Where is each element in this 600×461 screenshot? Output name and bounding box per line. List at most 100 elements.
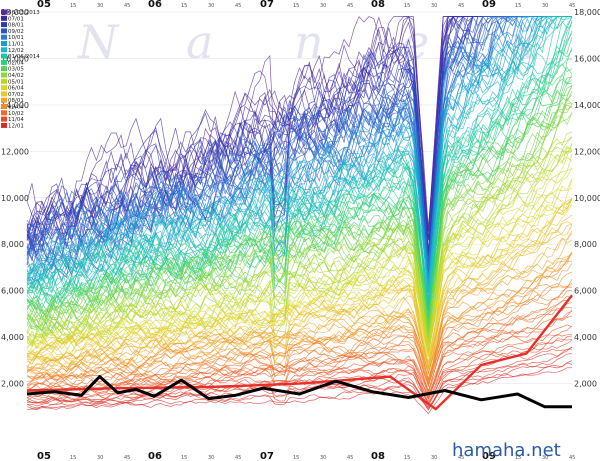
daily-series-line xyxy=(26,75,573,324)
bold-red-series-line xyxy=(26,294,573,411)
y-tick-label-left: 6,000 xyxy=(1,287,24,296)
legend-label: 04/02 xyxy=(8,73,24,79)
daily-series-line xyxy=(26,142,573,352)
legend-swatch xyxy=(1,47,7,53)
daily-series-line xyxy=(26,101,573,333)
daily-series-line xyxy=(26,333,572,400)
daily-series-line xyxy=(26,47,573,320)
minute-label-top: 30 xyxy=(97,3,103,9)
legend-swatch xyxy=(1,116,7,122)
daily-series-line xyxy=(26,16,572,291)
hour-label-top: 08 xyxy=(371,0,385,10)
daily-series-line xyxy=(26,278,573,387)
minute-label-bottom: 15 xyxy=(181,455,187,461)
y-tick-label-right: 8,000 xyxy=(574,240,597,249)
minute-label-top: 15 xyxy=(70,3,76,9)
daily-series-line xyxy=(26,16,572,277)
daily-series-line xyxy=(26,283,573,385)
legend: 06/03/201307/0108/0109/0210/0111/0112/02… xyxy=(1,9,40,129)
hour-label-top: 09 xyxy=(482,0,496,10)
daily-series-line xyxy=(26,16,572,282)
legend-label: 02/04 xyxy=(8,60,24,66)
daily-series-line xyxy=(26,230,573,370)
y-tick-label-left: 8,000 xyxy=(1,240,24,249)
minute-label-top: 15 xyxy=(404,3,410,9)
hour-label-top: 05 xyxy=(37,0,51,10)
watermark-letter: n xyxy=(294,15,324,69)
minute-label-top: 30 xyxy=(208,3,214,9)
hour-label-bottom: 06 xyxy=(148,451,162,461)
minute-label-bottom: 45 xyxy=(235,455,241,461)
legend-label: 10/01 xyxy=(8,35,24,41)
legend-label: 01/06/2014 xyxy=(8,54,40,60)
daily-series-line xyxy=(26,294,573,392)
daily-series-line xyxy=(26,85,573,326)
hour-label-bottom: 07 xyxy=(260,451,274,461)
watermark-letter: a xyxy=(186,15,213,69)
daily-series-line xyxy=(26,33,573,325)
daily-series-line xyxy=(26,16,572,290)
daily-series-line xyxy=(26,58,572,322)
minute-label-bottom: 30 xyxy=(97,455,103,461)
daily-series-line xyxy=(26,16,572,267)
series-cloud xyxy=(26,15,573,415)
daily-series-line xyxy=(26,16,572,294)
minute-label-bottom: 30 xyxy=(320,455,326,461)
daily-series-line xyxy=(26,251,573,380)
minute-label-bottom: 15 xyxy=(70,455,76,461)
y-tick-label-left: 4,000 xyxy=(1,333,24,342)
daily-series-line xyxy=(26,224,573,370)
daily-series-line xyxy=(26,150,573,347)
daily-series-line xyxy=(26,260,573,382)
daily-series-line xyxy=(26,214,573,369)
daily-series-line xyxy=(26,367,573,415)
daily-series-line xyxy=(26,168,573,350)
legend-swatch xyxy=(1,85,7,91)
hour-label-top: 06 xyxy=(148,0,162,10)
minute-label-top: 45 xyxy=(124,3,130,9)
y-tick-label-right: 16,000 xyxy=(574,54,600,63)
daily-series-line xyxy=(26,232,573,381)
daily-series-line xyxy=(26,16,572,276)
watermark-letter: N xyxy=(77,15,120,69)
daily-series-line xyxy=(26,198,573,370)
daily-series-line xyxy=(26,94,573,339)
minute-label-bottom: 30 xyxy=(542,455,548,461)
daily-series-line xyxy=(26,309,573,399)
daily-series-line xyxy=(26,131,573,350)
legend-label: 06/03/2013 xyxy=(8,10,40,16)
minute-label-bottom: 30 xyxy=(208,455,214,461)
daily-series-line xyxy=(26,223,573,374)
daily-series-line xyxy=(26,91,573,337)
daily-series-line xyxy=(26,200,573,363)
daily-series-line xyxy=(26,262,573,383)
daily-series-line xyxy=(26,198,573,368)
daily-series-line xyxy=(26,362,573,410)
daily-series-line xyxy=(26,112,573,339)
daily-series-line xyxy=(26,197,573,357)
y-tick-label-right: 18,000 xyxy=(574,8,600,17)
daily-series-line xyxy=(26,221,573,370)
minute-label-top: 15 xyxy=(181,3,187,9)
y-tick-label-left: 12,000 xyxy=(1,147,29,156)
daily-series-line xyxy=(26,353,573,410)
daily-series-line xyxy=(26,178,573,353)
legend-swatch xyxy=(1,9,7,15)
daily-series-line xyxy=(26,346,573,407)
minute-label-bottom: 15 xyxy=(293,455,299,461)
minute-label-top: 45 xyxy=(569,3,575,9)
bold-series-group xyxy=(26,294,573,411)
y-tick-label-left: 10,000 xyxy=(1,194,29,203)
legend-swatch xyxy=(1,66,7,72)
legend-label: 12/01 xyxy=(8,123,24,129)
legend-swatch xyxy=(1,41,7,46)
daily-series-line xyxy=(26,339,573,404)
y-tick-label-right: 2,000 xyxy=(574,380,597,389)
y-tick-label-left: 18,000 xyxy=(1,8,29,17)
minute-label-bottom: 45 xyxy=(458,455,464,461)
daily-series-line xyxy=(26,16,572,266)
minute-label-bottom: 45 xyxy=(347,455,353,461)
legend-swatch xyxy=(1,28,7,34)
hour-label-top: 07 xyxy=(260,0,274,10)
